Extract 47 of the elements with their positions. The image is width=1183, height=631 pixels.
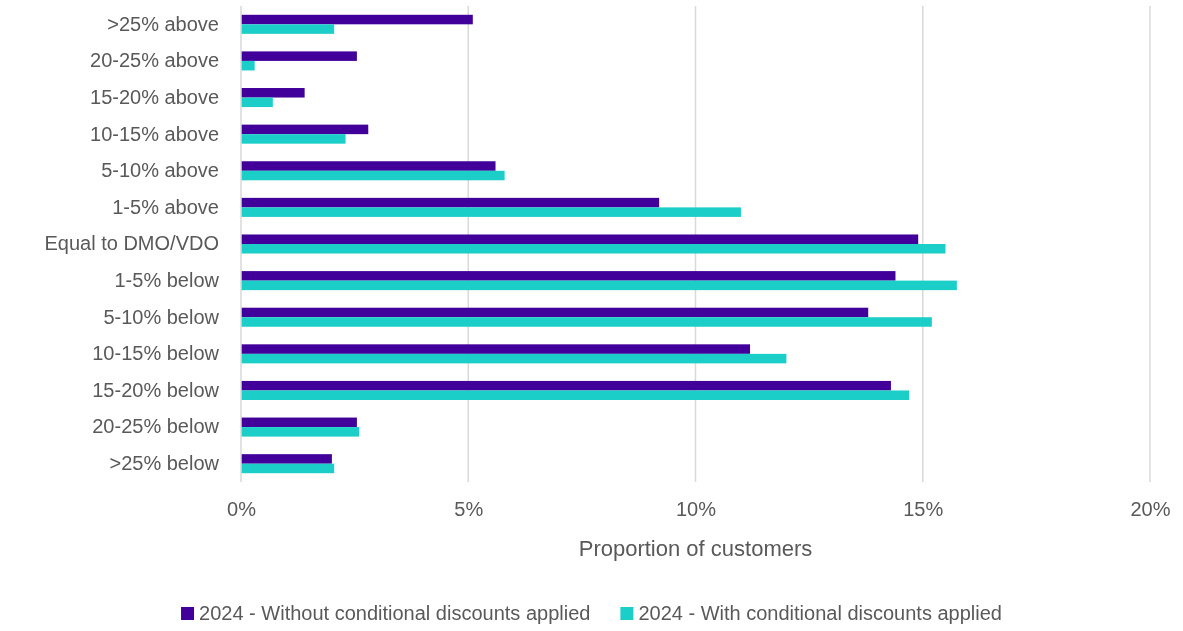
legend-label: 2024 - With conditional discounts applied [638,602,1002,624]
bar [241,307,869,318]
bar [241,344,751,354]
bar [241,24,335,34]
y-tick-label: 5-10% above [101,159,219,182]
x-tick-label: 20% [1130,498,1171,521]
bar [241,88,305,98]
x-tick-label: 0% [227,498,257,521]
y-tick-label: 1-5% above [112,195,219,218]
bar [241,244,946,254]
bar [241,134,346,144]
bar [241,234,919,244]
bar [241,124,369,135]
bar [241,427,360,437]
bar [241,353,787,364]
y-tick-label: 10-15% above [90,122,219,145]
x-axis-title: Proportion of customers [578,536,813,561]
x-tick-label: 5% [454,498,484,521]
y-tick-label: 15-20% below [92,378,220,401]
y-tick-label: 5-10% below [103,305,220,328]
bar [241,317,932,327]
y-tick-label: 1-5% below [114,269,220,292]
y-tick-label: Equal to DMO/VDO [44,232,219,255]
bar [241,280,957,291]
bar [241,207,741,217]
y-tick-label: >25% below [109,452,220,475]
bar [241,51,357,61]
y-tick-label: 20-25% above [90,49,219,72]
bar [241,170,505,181]
bar [241,454,332,464]
y-tick-label: 20-25% below [92,415,220,438]
bar [241,463,335,474]
y-tick-label: 15-20% above [90,85,219,108]
x-tick-label: 15% [903,498,944,521]
y-tick-label: 10-15% below [92,342,220,365]
y-tick-label: >25% above [107,12,219,35]
bar [241,14,473,25]
x-tick-label: 10% [675,498,717,521]
bar [241,60,255,71]
bar [241,417,357,428]
bar [241,390,910,400]
bar [241,97,273,108]
bar [241,161,496,171]
legend-label: 2024 - Without conditional discounts applied [199,602,591,624]
bar [241,380,891,391]
bar [241,271,896,281]
bar [241,197,660,208]
